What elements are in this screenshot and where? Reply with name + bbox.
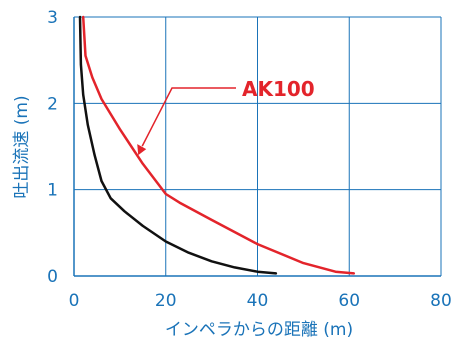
y-tick-label: 3 <box>47 8 58 28</box>
series-line <box>81 15 356 275</box>
y-tick-labels: 0 1 2 3 <box>47 8 58 287</box>
grid <box>74 16 442 276</box>
y-tick-label: 2 <box>47 94 58 114</box>
annotation-layer: AK100 <box>137 77 315 156</box>
y-tick-label: 1 <box>47 181 58 201</box>
y-axis-label: 吐出流速 (m) <box>12 95 32 198</box>
annotation-label: AK100 <box>242 77 315 101</box>
x-tick-label: 40 <box>247 291 269 311</box>
series-layer <box>78 15 356 275</box>
series-line <box>78 15 278 275</box>
x-tick-label: 0 <box>69 291 80 311</box>
annotation-leader-line <box>141 87 236 147</box>
x-tick-label: 80 <box>430 291 452 311</box>
x-tick-labels: 0 20 40 60 80 <box>69 291 452 311</box>
y-tick-label: 0 <box>47 267 58 287</box>
x-axis-label: インペラからの距離 (m) <box>165 320 353 340</box>
x-tick-label: 60 <box>338 291 360 311</box>
annotation-arrowhead <box>137 144 147 156</box>
x-tick-label: 20 <box>155 291 177 311</box>
axes <box>73 17 441 277</box>
